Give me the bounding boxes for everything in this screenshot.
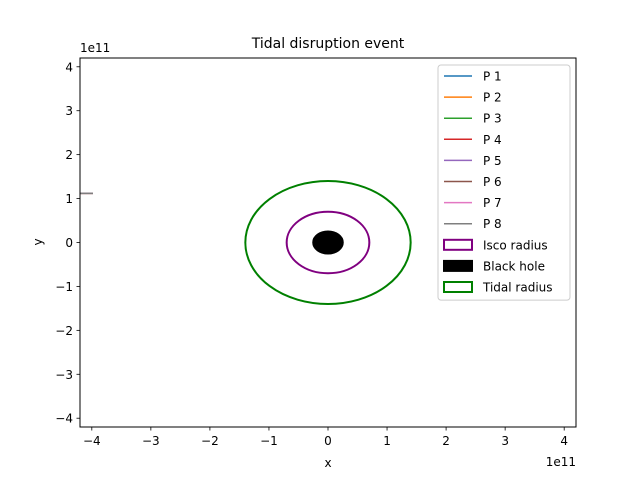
y-tick-label: 2 [65, 148, 73, 162]
legend-label-isco-radius: Isco radius [483, 238, 548, 252]
tidal-radius-circle [244, 180, 412, 305]
x-tick-label: −4 [83, 434, 101, 448]
ticks-layer: −4 −3 −2 −1 0 1 2 3 4 −4 −3 −2 −1 0 1 2 3 4 [55, 60, 568, 448]
legend-label-p7: P 7 [483, 196, 502, 210]
isco-radius-circle [285, 210, 371, 275]
black-hole-circle [312, 230, 344, 255]
legend-label-p2: P 2 [483, 91, 502, 105]
y-tick-label: −2 [55, 324, 73, 338]
x-offset-label: 1e11 [546, 455, 576, 469]
x-axis-label: x [324, 456, 331, 470]
chart-title: Tidal disruption event [251, 36, 405, 52]
legend-label-p5: P 5 [483, 154, 502, 168]
legend-label-p6: P 6 [483, 175, 502, 189]
y-axis-label: y [31, 238, 45, 245]
y-tick-label: 0 [65, 236, 73, 250]
legend-label-p3: P 3 [483, 112, 502, 126]
x-tick-label: −3 [142, 434, 160, 448]
x-tick-label: 3 [501, 434, 509, 448]
x-tick-label: 0 [324, 434, 332, 448]
legend-swatch-black-hole [443, 259, 473, 272]
y-tick-label: 3 [65, 104, 73, 118]
y-tick-label: −4 [55, 412, 73, 426]
x-tick-label: 4 [560, 434, 568, 448]
x-tick-label: −2 [201, 434, 219, 448]
plot-layer [80, 180, 412, 305]
legend: P 1 P 2 P 3 P 4 P 5 P 6 P 7 P 8 Isco radius Black… [437, 64, 571, 301]
y-tick-label: −3 [55, 368, 73, 382]
legend-label-black-hole: Black hole [483, 259, 545, 273]
legend-label-p8: P 8 [483, 217, 502, 231]
legend-swatch-isco-radius [443, 238, 473, 251]
legend-label-p1: P 1 [483, 70, 502, 84]
legend-swatch-tidal-radius [443, 281, 473, 293]
y-tick-label: 4 [65, 60, 73, 74]
y-tick-label: −1 [55, 280, 73, 294]
x-tick-label: 2 [442, 434, 450, 448]
y-offset-label: 1e11 [80, 41, 110, 55]
y-tick-label: 1 [65, 192, 73, 206]
x-tick-label: −1 [260, 434, 278, 448]
plot-area [80, 180, 412, 305]
legend-label-tidal-radius: Tidal radius [482, 281, 553, 295]
x-tick-label: 1 [383, 434, 391, 448]
legend-label-p4: P 4 [483, 133, 502, 147]
